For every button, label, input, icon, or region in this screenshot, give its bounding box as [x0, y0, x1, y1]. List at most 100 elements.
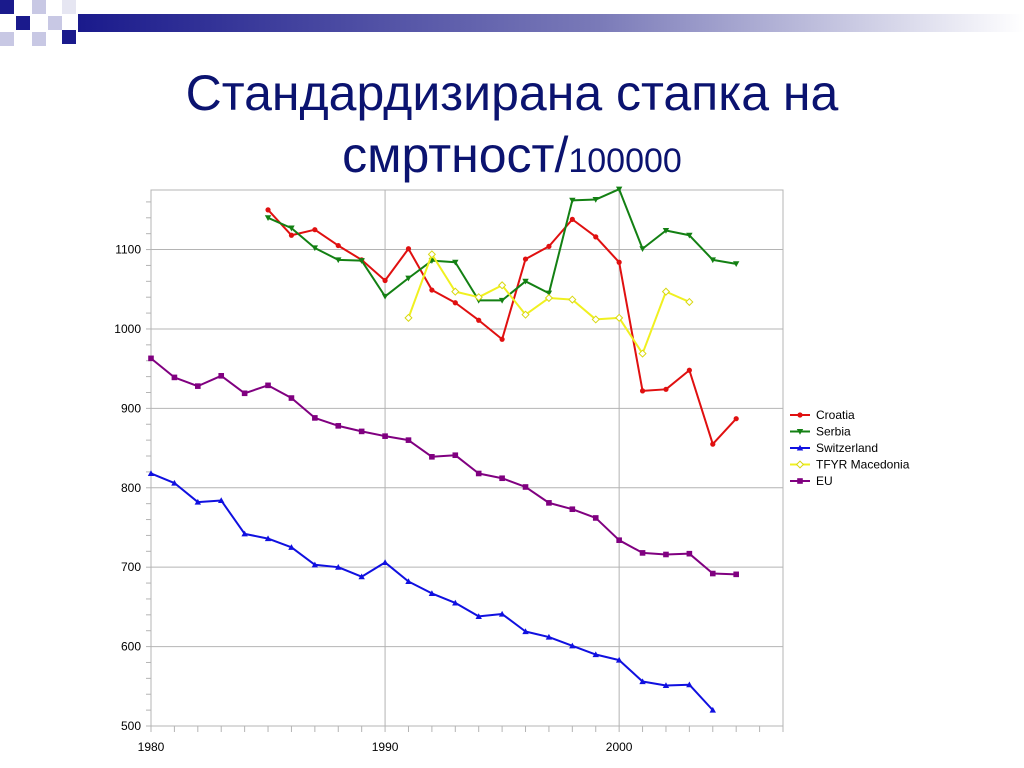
point-switzerland [358, 573, 365, 580]
point-croatia [663, 386, 669, 392]
point-eu [475, 470, 482, 477]
point-serbia [615, 186, 623, 193]
point-eu [218, 373, 225, 379]
point-switzerland [171, 479, 178, 486]
point-eu [171, 374, 178, 381]
series-line-tfyr-macedonia [407, 253, 690, 355]
point-tfyr-macedonia [568, 295, 577, 304]
point-serbia [732, 261, 740, 268]
point-switzerland [218, 497, 225, 504]
point-serbia [288, 225, 295, 232]
point-switzerland [615, 656, 623, 663]
point-croatia [452, 300, 458, 306]
point-croatia [288, 232, 295, 238]
point-serbia [498, 297, 506, 304]
point-tfyr-macedonia [451, 287, 460, 296]
series-line-eu [150, 357, 737, 576]
point-switzerland [381, 559, 389, 565]
point-tfyr-macedonia [498, 281, 507, 290]
point-tfyr-macedonia [638, 349, 647, 358]
y-tick-label: 600 [121, 640, 141, 654]
point-serbia [592, 196, 599, 203]
page-title: Стандардизирана стапка на смртност/10000… [0, 62, 1024, 192]
point-switzerland [194, 498, 202, 505]
legend-label-serbia: Serbia [816, 425, 851, 439]
y-tick-label: 1100 [115, 243, 141, 257]
x-tick-label: 1980 [138, 740, 165, 754]
point-serbia [405, 275, 412, 282]
point-switzerland [569, 642, 576, 649]
point-tfyr-macedonia [427, 250, 436, 259]
point-switzerland [428, 590, 436, 596]
title-line-2-text: смртност/ [342, 127, 569, 183]
point-serbia [264, 215, 272, 221]
slide-header-decoration [0, 0, 1024, 46]
point-croatia [429, 287, 435, 293]
point-serbia [662, 227, 670, 234]
y-tick-label: 900 [121, 401, 141, 415]
point-switzerland [639, 678, 646, 685]
point-serbia [335, 257, 342, 264]
point-switzerland [405, 578, 412, 585]
point-croatia [382, 277, 388, 284]
title-line-1: Стандардизирана стапка на [185, 65, 839, 121]
point-serbia [686, 232, 693, 239]
plot-frame [150, 189, 784, 727]
point-serbia [358, 258, 365, 264]
point-switzerland [264, 535, 272, 542]
point-eu [148, 355, 154, 362]
point-serbia [311, 245, 319, 252]
point-serbia [709, 257, 716, 264]
point-eu [522, 484, 529, 490]
legend-label-tfyr-macedonia: TFYR Macedonia [816, 458, 910, 472]
point-switzerland [522, 628, 529, 635]
legend-marker-tfyr-macedonia [795, 460, 805, 469]
point-croatia [335, 242, 341, 249]
point-croatia [476, 317, 482, 323]
legend-label-switzerland: Switzerland [816, 441, 878, 455]
point-eu [686, 550, 693, 557]
legend-marker-serbia [796, 428, 804, 435]
y-tick-label: 1000 [114, 322, 141, 336]
point-eu [616, 537, 622, 543]
point-eu [195, 383, 201, 389]
point-tfyr-macedonia [474, 293, 483, 302]
point-tfyr-macedonia [404, 313, 413, 322]
point-tfyr-macedonia [661, 287, 671, 296]
point-switzerland [545, 633, 553, 640]
point-switzerland [311, 561, 319, 568]
point-eu [429, 454, 435, 460]
point-switzerland [452, 599, 459, 606]
point-eu [241, 390, 248, 397]
point-serbia [452, 259, 459, 266]
point-croatia [546, 243, 552, 249]
point-tfyr-macedonia [544, 293, 554, 303]
point-eu [382, 433, 388, 439]
point-eu [358, 428, 365, 435]
point-eu [733, 571, 739, 578]
point-croatia [265, 207, 271, 213]
point-eu [452, 452, 459, 459]
point-eu [663, 551, 669, 558]
point-tfyr-macedonia [591, 315, 600, 324]
legend-label-eu: EU [816, 474, 833, 488]
y-tick-label: 700 [121, 560, 141, 574]
point-eu [546, 500, 552, 506]
point-croatia [405, 246, 412, 252]
x-tick-label: 1990 [372, 740, 399, 754]
point-tfyr-macedonia [615, 313, 624, 322]
point-eu [709, 570, 716, 577]
point-croatia [686, 367, 692, 373]
legend-marker-eu [797, 478, 803, 484]
point-serbia [522, 278, 529, 285]
point-switzerland [335, 563, 342, 570]
point-eu [592, 515, 599, 521]
point-croatia [569, 216, 575, 222]
title-suffix: 100000 [568, 142, 682, 180]
point-eu [639, 550, 646, 556]
point-serbia [639, 246, 646, 252]
point-croatia [499, 336, 505, 342]
point-switzerland [288, 544, 295, 550]
point-croatia [710, 441, 716, 447]
y-tick-label: 800 [121, 481, 141, 495]
